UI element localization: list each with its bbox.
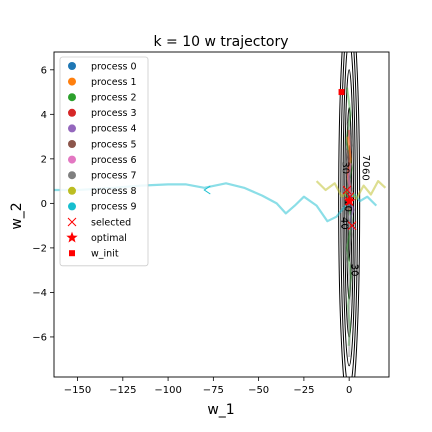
legend-marker-circle	[68, 186, 76, 195]
legend-marker-x	[67, 217, 77, 227]
legend-marker-circle	[68, 93, 76, 102]
legend-label: process 5	[91, 139, 137, 150]
legend-label: process 8	[91, 186, 137, 197]
selected-marker-1	[342, 185, 352, 195]
legend-label: process 4	[91, 124, 137, 135]
legend-marker-circle	[68, 124, 76, 133]
w-init-marker	[338, 89, 345, 96]
legend-marker-circle	[68, 155, 76, 164]
legend-label: selected	[91, 217, 131, 228]
legend-marker-circle	[68, 171, 76, 180]
y-tick-label: 6	[41, 65, 47, 76]
x-tick-label: −150	[64, 385, 91, 396]
contour-label-5: 30	[349, 264, 360, 277]
legend-label: process 0	[91, 61, 137, 72]
direction-arrow	[203, 185, 211, 195]
optimal-marker	[343, 195, 356, 206]
y-tick-label: −6	[32, 332, 47, 343]
x-tick-label: −25	[293, 385, 314, 396]
y-tick-label: 2	[41, 154, 47, 165]
contour-line-5	[338, 52, 361, 377]
legend-marker-circle	[68, 77, 76, 86]
x-tick-label: −75	[203, 385, 224, 396]
contour-line-2	[344, 69, 355, 338]
legend-marker-circle	[68, 202, 76, 211]
legend-marker-star	[66, 231, 78, 243]
contour-label-0: 70	[360, 155, 371, 168]
legend-label: w_init	[91, 249, 119, 260]
legend-marker-circle	[68, 140, 76, 148]
x-tick-label: −100	[154, 385, 181, 396]
x-tick-label: 0	[346, 385, 352, 396]
contour-label-4: 40	[338, 217, 349, 230]
legend-label: process 2	[91, 93, 137, 104]
legend-label: process 6	[91, 155, 137, 166]
plot-frame	[53, 51, 390, 378]
contour-line-3	[342, 52, 356, 367]
y-tick-label: −4	[32, 288, 47, 299]
x-axis-label: w_1	[207, 402, 234, 418]
legend-frame	[59, 56, 149, 267]
legend: process 0 process 1 process 2 process 3 proc…	[59, 56, 149, 267]
y-axis-ticks: −6 −4 −2 0 2 4 6	[32, 65, 54, 343]
y-tick-label: −2	[32, 243, 47, 254]
x-tick-label: −50	[248, 385, 269, 396]
contour-label-1: 60	[359, 168, 370, 181]
x-tick-label: −125	[109, 385, 136, 396]
legend-marker-circle	[68, 108, 76, 117]
chart-title: k = 10 w trajectory	[153, 34, 288, 50]
contour-label-3: 10	[342, 199, 353, 212]
contour-line-4	[340, 52, 358, 377]
legend-label: process 7	[91, 171, 137, 182]
legend-marker-square	[69, 250, 75, 257]
point-markers	[338, 89, 357, 230]
legend-label: process 3	[91, 108, 137, 119]
selected-marker-2	[347, 221, 357, 230]
contour-label-2: 30	[339, 161, 350, 174]
y-tick-label: 4	[41, 110, 47, 121]
y-axis-label: w_2	[9, 202, 25, 229]
legend-label: process 9	[91, 202, 137, 213]
legend-label: process 1	[91, 77, 137, 88]
legend-marker-circle	[68, 62, 76, 70]
x-axis-ticks: −150 −125 −100 −75 −50 −25 0	[64, 377, 352, 396]
y-tick-label: 0	[41, 199, 47, 210]
legend-label: optimal	[91, 233, 127, 244]
